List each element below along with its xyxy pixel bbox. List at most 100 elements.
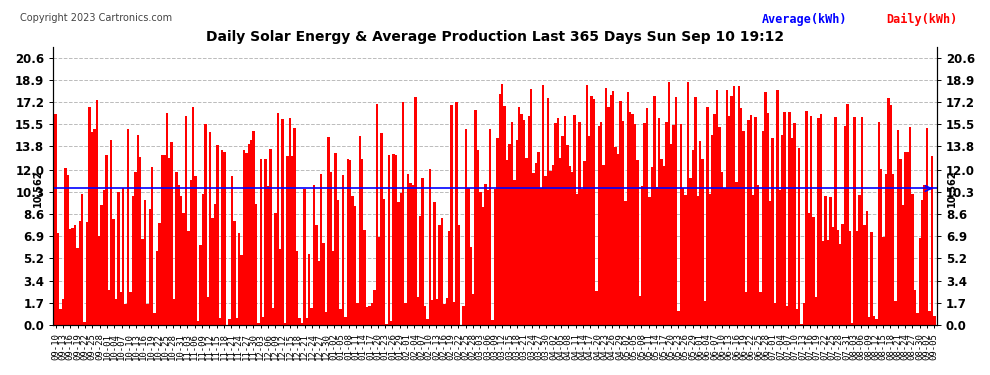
Bar (921, 200, 924, 326)
Bar (546, 98, 549, 326)
Bar (776, 90, 778, 326)
Bar (726, 90, 728, 326)
Bar (897, 129, 899, 326)
Bar (808, 213, 810, 326)
Bar (472, 294, 474, 326)
Bar (786, 306, 788, 326)
Bar (328, 138, 330, 326)
Bar (378, 237, 380, 326)
Bar (158, 224, 160, 326)
Bar (605, 88, 607, 326)
Bar (544, 176, 546, 326)
Bar (924, 185, 926, 326)
Bar (658, 118, 660, 326)
Bar (108, 290, 110, 326)
Bar (525, 158, 528, 326)
Bar (330, 172, 332, 326)
Bar (637, 160, 639, 326)
Bar (701, 159, 704, 326)
Bar (78, 221, 81, 326)
Bar (110, 140, 113, 326)
Bar (474, 110, 477, 326)
Bar (340, 309, 342, 326)
Bar (830, 197, 832, 326)
Bar (337, 200, 340, 326)
Bar (224, 152, 226, 326)
Bar (796, 309, 798, 326)
Bar (904, 152, 907, 326)
Bar (843, 126, 846, 326)
Text: Daily(kWh): Daily(kWh) (886, 13, 957, 26)
Bar (348, 160, 351, 326)
Bar (508, 144, 511, 326)
Bar (226, 325, 229, 326)
Bar (238, 234, 241, 326)
Bar (551, 165, 554, 326)
Bar (262, 317, 264, 326)
Bar (170, 142, 173, 326)
Bar (177, 185, 180, 326)
Bar (257, 323, 259, 326)
Text: 10.562: 10.562 (33, 170, 43, 207)
Bar (714, 114, 716, 326)
Bar (168, 158, 170, 326)
Bar (405, 303, 407, 326)
Bar (672, 125, 675, 326)
Bar (815, 297, 817, 326)
Bar (860, 117, 863, 326)
Bar (742, 131, 744, 326)
Bar (202, 194, 204, 326)
Text: Copyright 2023 Cartronics.com: Copyright 2023 Cartronics.com (20, 13, 172, 23)
Bar (117, 192, 120, 326)
Bar (655, 188, 658, 326)
Bar (803, 303, 805, 326)
Bar (83, 322, 86, 326)
Bar (535, 163, 538, 326)
Bar (642, 186, 644, 326)
Title: Daily Solar Energy & Average Production Last 365 Days Sun Sep 10 19:12: Daily Solar Energy & Average Production … (206, 30, 784, 44)
Bar (629, 112, 632, 326)
Bar (132, 196, 134, 326)
Bar (120, 292, 122, 326)
Bar (69, 230, 71, 326)
Bar (709, 194, 711, 326)
Bar (155, 251, 158, 326)
Bar (919, 238, 921, 326)
Bar (653, 96, 655, 326)
Bar (530, 89, 533, 326)
Bar (518, 107, 521, 326)
Bar (318, 261, 320, 326)
Bar (409, 183, 412, 326)
Bar (427, 319, 429, 326)
Bar (593, 99, 595, 326)
Bar (615, 147, 617, 326)
Bar (538, 152, 540, 326)
Bar (385, 324, 388, 326)
Bar (863, 225, 865, 326)
Text: Average(kWh): Average(kWh) (762, 13, 847, 26)
Bar (264, 159, 267, 326)
Bar (400, 194, 402, 326)
Bar (583, 161, 585, 326)
Bar (219, 318, 221, 326)
Bar (902, 205, 904, 326)
Bar (825, 195, 827, 326)
Bar (388, 154, 390, 326)
Bar (147, 304, 148, 326)
Bar (890, 105, 892, 326)
Bar (764, 92, 766, 326)
Bar (173, 299, 175, 326)
Bar (296, 251, 298, 326)
Bar (113, 219, 115, 326)
Bar (590, 96, 593, 326)
Bar (465, 129, 467, 326)
Bar (291, 156, 293, 326)
Bar (805, 111, 808, 326)
Bar (573, 115, 576, 326)
Bar (392, 154, 395, 326)
Bar (912, 194, 914, 326)
Bar (134, 172, 137, 326)
Bar (363, 230, 366, 326)
Bar (909, 126, 912, 326)
Bar (221, 150, 224, 326)
